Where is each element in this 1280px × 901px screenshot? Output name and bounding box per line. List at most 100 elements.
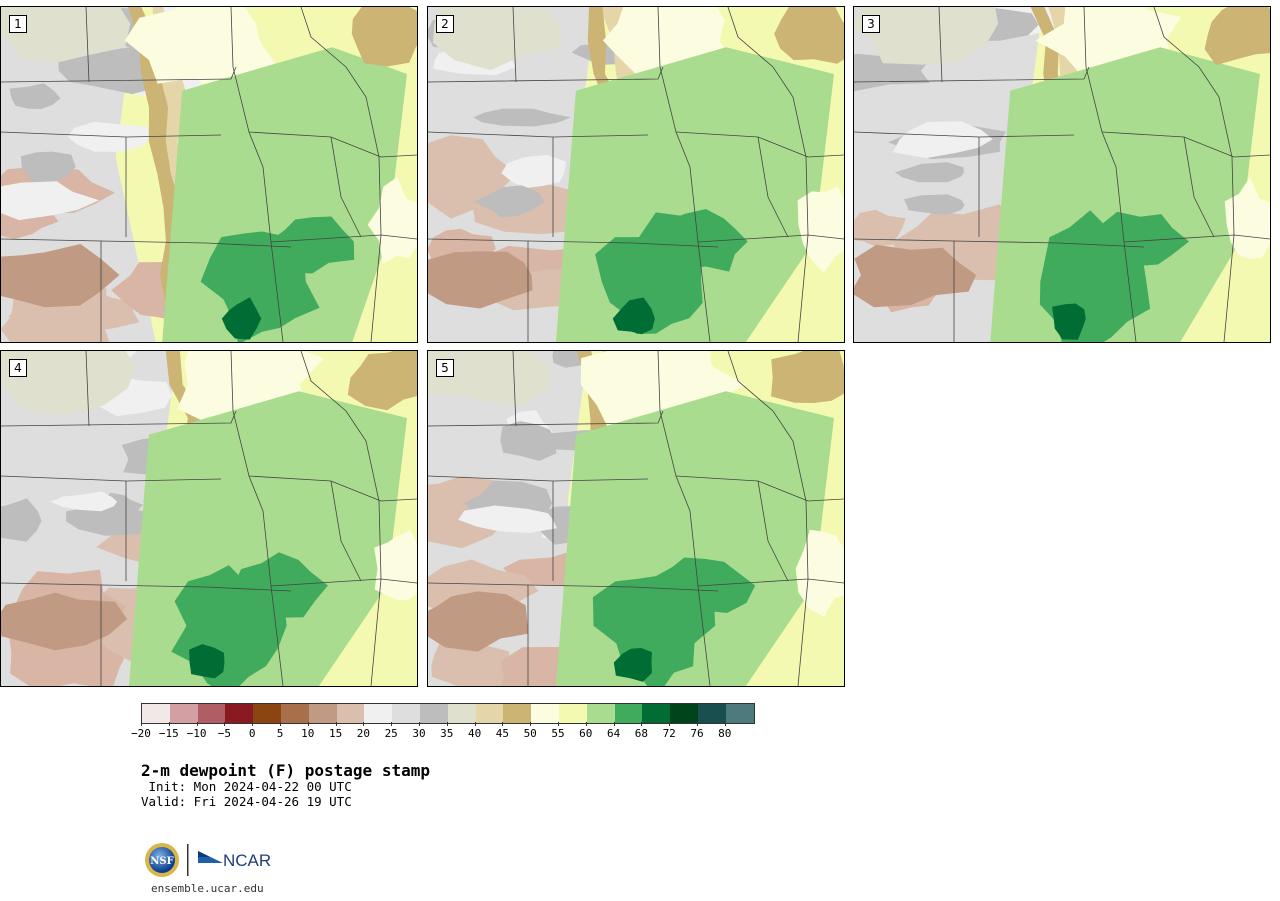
member-label: 4 — [9, 359, 27, 377]
colorbar-tick-label: −15 — [158, 727, 179, 740]
moderate-moisture-region — [124, 7, 276, 93]
dry-air-region — [1, 351, 136, 416]
member-label: 1 — [9, 15, 27, 33]
ncar-logo-text: NCAR — [223, 851, 271, 870]
very-high-moisture-region — [612, 297, 655, 335]
boundary-line — [527, 240, 719, 248]
colorbar-swatch — [642, 704, 671, 723]
colorbar-swatch — [392, 704, 420, 723]
dewpoint-field-1 — [1, 7, 417, 342]
dewpoint-field-2 — [428, 7, 844, 342]
colorbar-swatch — [169, 704, 198, 723]
colorbar-tick-mark — [168, 722, 170, 726]
dry-streak — [903, 194, 965, 215]
colorbar-tick-mark — [335, 722, 337, 726]
boundary-line — [657, 7, 711, 342]
boundary-line — [330, 136, 362, 238]
dry-air-region — [774, 7, 844, 64]
colorbar-swatch — [419, 704, 448, 723]
high-moisture-region — [662, 209, 748, 272]
colorbar-tick-label: 5 — [276, 727, 284, 740]
boundary-line — [330, 480, 362, 582]
boundary-line — [100, 584, 292, 592]
colorbar-swatch — [531, 704, 559, 723]
dry-air-region — [1204, 7, 1270, 66]
ensemble-member-4-map: 4 — [0, 350, 418, 687]
colorbar-tick-label: 68 — [634, 727, 649, 740]
colorbar-tick-mark — [474, 722, 476, 726]
colorbar-tick-mark — [669, 722, 671, 726]
colorbar-tick-label: 72 — [662, 727, 676, 740]
boundary-line — [727, 351, 809, 686]
very-dry-region — [428, 135, 518, 219]
colorbar-swatch — [697, 704, 726, 723]
dewpoint-field-5 — [428, 351, 844, 686]
boundary-line — [85, 7, 90, 83]
boundary-line — [657, 351, 711, 686]
boundary-line — [85, 351, 90, 427]
colorbar-swatch — [364, 704, 393, 723]
boundary-line — [100, 240, 292, 248]
boundary-line — [1083, 7, 1137, 342]
colorbar-tick-label: 76 — [690, 727, 704, 740]
boundary-line — [1153, 7, 1235, 342]
colorbar-tick-label: −10 — [186, 727, 207, 740]
product-title: 2-m dewpoint (F) postage stamp — [141, 761, 430, 780]
moderate-moisture-region — [797, 186, 844, 273]
high-moisture-region — [1101, 211, 1189, 266]
member-label: 5 — [436, 359, 454, 377]
ensemble-member-2-map: 2 — [427, 6, 845, 343]
member-label: 2 — [436, 15, 454, 33]
very-dry-region — [1, 592, 128, 651]
colorbar-tick-label: 20 — [356, 727, 371, 740]
colorbar-tick-mark — [697, 722, 698, 726]
boundary-line — [230, 7, 284, 342]
moderate-moisture-region — [795, 529, 844, 617]
boundary-line — [300, 7, 382, 342]
colorbar-swatch — [280, 704, 309, 723]
colorbar-tick-mark — [224, 722, 226, 726]
colorbar-tick-mark — [252, 722, 254, 726]
dry-streak — [1, 181, 100, 221]
nsf-logo-text: NSF — [150, 856, 173, 867]
colorbar-tick-mark — [613, 722, 615, 726]
colorbar-tick-label: 50 — [523, 727, 537, 740]
dry-streak — [473, 185, 546, 218]
dry-streak — [50, 491, 118, 512]
boundary-line — [1233, 154, 1270, 158]
nsf-ncar-logo: NSF NCAR — [145, 843, 275, 879]
ensemble-member-3-map: 3 — [853, 6, 1271, 343]
colorbar-tick-mark — [141, 722, 142, 726]
boundary-line — [727, 7, 809, 342]
dry-air-region — [432, 7, 562, 71]
dry-streak — [20, 151, 76, 186]
colorbar-tick-label: 45 — [495, 727, 510, 740]
dry-streak — [501, 154, 567, 189]
dry-streak — [500, 421, 557, 461]
colorbar-tick-label: 64 — [606, 727, 621, 740]
very-dry-region — [1, 244, 120, 308]
boundary-line — [757, 136, 789, 238]
valid-time: Valid: Fri 2024-04-26 19 UTC — [141, 794, 352, 809]
boundary-line — [757, 480, 789, 582]
colorbar-tick-mark — [502, 722, 504, 726]
colorbar-tick-mark — [391, 722, 393, 726]
dry-streak — [894, 162, 965, 183]
boundary-line — [938, 7, 943, 83]
very-high-moisture-region — [189, 644, 225, 679]
very-dry-region — [428, 251, 533, 309]
colorbar-swatch — [558, 704, 587, 723]
dry-streak — [1, 498, 42, 542]
colorbar-tick-mark — [363, 722, 365, 726]
ncar-logo-icon: NCAR — [198, 851, 271, 870]
very-dry-region — [854, 209, 906, 247]
colorbar-tick-mark — [307, 722, 309, 726]
dry-air-region — [771, 351, 844, 403]
boundary-line — [527, 584, 719, 592]
boundary-line — [1183, 136, 1215, 238]
colorbar-tick-label: 0 — [248, 727, 256, 740]
boundary-line — [300, 351, 382, 686]
state-boundaries — [1, 7, 417, 342]
dry-streak — [67, 121, 151, 152]
state-boundaries — [1, 351, 417, 686]
